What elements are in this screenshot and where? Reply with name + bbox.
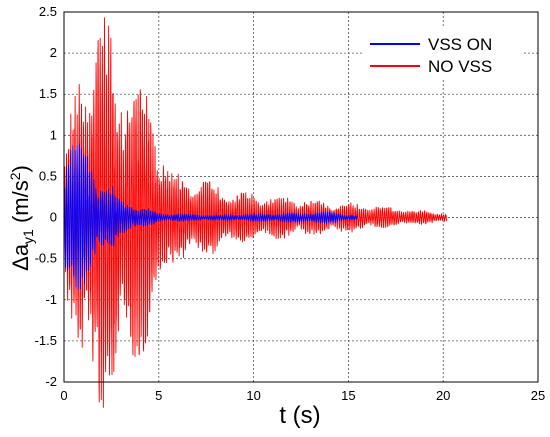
- y-tick-label: 1: [50, 127, 57, 142]
- legend: VSS ON NO VSS: [362, 27, 522, 79]
- x-tick-label: 20: [436, 388, 450, 403]
- x-tick-label: 0: [60, 388, 67, 403]
- y-axis-label-subscript: y1: [20, 229, 36, 244]
- y-axis-label-unit: (m/s: [8, 180, 33, 229]
- y-tick-label: 0.5: [39, 168, 57, 183]
- plot-frame: [63, 11, 539, 383]
- y-tick-label: 2.5: [39, 4, 57, 19]
- legend-label-no-vss: NO VSS: [428, 57, 492, 76]
- x-axis-label: t (s): [279, 402, 320, 429]
- y-tick-label: -0.5: [35, 251, 57, 266]
- y-tick-label: 0: [50, 210, 57, 225]
- legend-box: [362, 27, 522, 79]
- y-tick-label: 2: [50, 45, 57, 60]
- y-axis-label: Δay1 (m/s2): [7, 165, 36, 271]
- y-tick-label: -1.5: [35, 333, 57, 348]
- x-axis-ticks: 0 5 10 15 20 25: [60, 388, 545, 403]
- x-tick-label: 15: [341, 388, 355, 403]
- y-axis-label-unit-close: ): [8, 165, 33, 172]
- y-axis-label-prefix: Δa: [8, 243, 33, 271]
- y-axis-ticks: -2 -1.5 -1 -0.5 0 0.5 1 1.5 2 2.5: [35, 4, 57, 389]
- x-tick-label: 10: [246, 388, 260, 403]
- series-line-no-vss: [63, 17, 448, 408]
- y-axis-label-superscript: 2: [7, 172, 23, 180]
- y-tick-label: -2: [45, 374, 57, 389]
- y-tick-label: -1: [45, 292, 57, 307]
- x-tick-label: 25: [531, 388, 545, 403]
- x-tick-label: 5: [155, 388, 162, 403]
- series-line-vss-on: [63, 143, 359, 291]
- plot-series: [63, 17, 448, 408]
- y-tick-label: 1.5: [39, 86, 57, 101]
- legend-label-vss-on: VSS ON: [428, 35, 492, 54]
